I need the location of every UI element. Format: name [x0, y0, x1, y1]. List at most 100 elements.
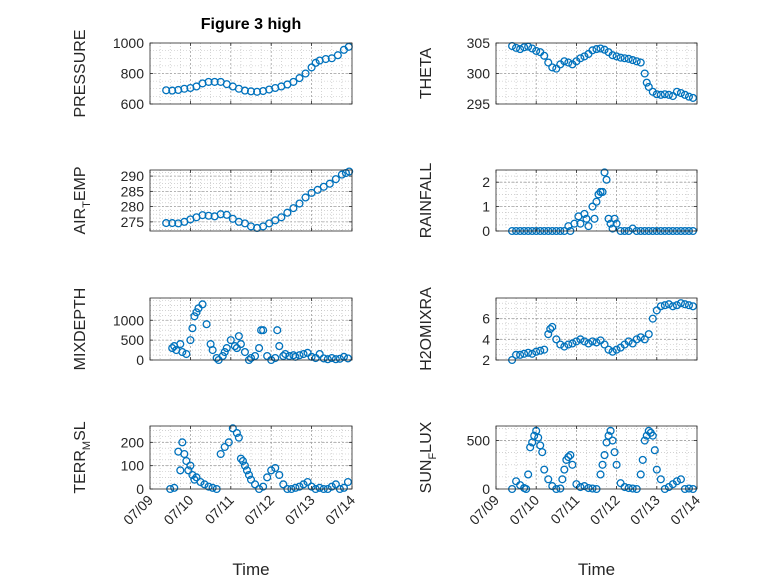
data-point: [186, 336, 195, 345]
data-point: [524, 348, 533, 357]
data-point: [676, 299, 685, 308]
axes-box: [495, 297, 698, 361]
data-point: [648, 87, 657, 96]
data-point: [672, 87, 681, 96]
data-point: [568, 460, 577, 469]
data-point: [668, 302, 677, 311]
data-point: [664, 300, 673, 309]
data-point: [644, 330, 653, 339]
data-point: [688, 302, 698, 311]
data-point: [576, 219, 585, 228]
data-point: [182, 349, 191, 359]
data-point: [546, 324, 555, 334]
data-point: [178, 348, 187, 357]
data-point: [628, 339, 637, 348]
data-point: [208, 483, 217, 492]
data-point: [162, 219, 171, 228]
data-point: [240, 86, 249, 95]
data-point: [532, 46, 541, 55]
data-point: [168, 344, 177, 353]
data-point: [612, 219, 621, 228]
data-point: [576, 54, 585, 63]
y-tick-label: 2: [482, 352, 490, 368]
data-point: [594, 190, 603, 199]
data-point: [652, 465, 661, 474]
data-point: [275, 342, 284, 351]
data-point: [295, 199, 304, 208]
data-point: [544, 475, 553, 484]
x-axis-label: Time: [578, 560, 615, 579]
data-point: [560, 57, 569, 66]
data-point: [182, 456, 191, 466]
data-point: [307, 482, 316, 491]
data-point: [588, 337, 597, 346]
y-axis-label: THETA: [418, 48, 435, 100]
data-point: [331, 355, 340, 364]
data-point: [232, 428, 241, 438]
data-point: [307, 63, 316, 72]
data-point: [584, 483, 593, 493]
data-point: [325, 179, 334, 188]
data-point: [534, 433, 543, 442]
data-point: [588, 46, 597, 55]
data-point: [604, 431, 613, 440]
data-point: [226, 336, 235, 345]
data-point: [560, 342, 569, 351]
data-point: [188, 324, 197, 333]
data-point: [606, 219, 615, 228]
data-point: [335, 354, 344, 363]
data-point: [642, 78, 651, 87]
data-point: [224, 438, 233, 447]
y-tick-label: 280: [121, 199, 145, 215]
y-axis-label: TERRMSL: [72, 421, 93, 493]
data-point: [303, 477, 312, 487]
data-point: [299, 480, 308, 489]
data-point: [672, 477, 681, 486]
data-point: [319, 354, 328, 363]
data-point: [652, 90, 661, 99]
data-point: [255, 344, 264, 353]
data-point: [516, 45, 525, 54]
data-point: [540, 51, 549, 60]
data-point: [222, 210, 231, 219]
data-point: [570, 219, 579, 228]
data-point: [640, 436, 649, 445]
y-tick-label: 500: [467, 433, 491, 449]
data-point: [520, 349, 529, 358]
data-point: [672, 301, 681, 310]
data-point: [279, 480, 288, 489]
data-point: [331, 175, 340, 184]
data-point: [291, 483, 300, 492]
data-series: [162, 167, 354, 233]
data-point: [216, 449, 225, 459]
y-tick-label: 4: [482, 331, 490, 347]
data-point: [582, 214, 591, 223]
data-point: [331, 480, 340, 489]
y-tick-label: 1000: [113, 35, 144, 51]
data-point: [301, 193, 310, 202]
subplot-terr-msl: 07/09 07/10 07/11 07/12 07/13 07/140100200TER…: [72, 421, 358, 579]
data-point: [620, 54, 629, 63]
data-point: [640, 335, 649, 344]
data-point: [596, 44, 605, 53]
y-tick-label: 275: [121, 214, 145, 230]
y-tick-label: 100: [121, 458, 145, 474]
data-point: [636, 333, 645, 342]
data-point: [204, 482, 213, 491]
data-point: [608, 436, 617, 445]
data-point: [580, 482, 589, 491]
data-series: [508, 41, 698, 102]
data-point: [590, 214, 599, 223]
data-point: [580, 337, 589, 346]
data-point: [584, 339, 593, 348]
data-point: [544, 58, 553, 67]
data-point: [512, 43, 521, 52]
y-axis-label: MIXDEPTH: [72, 288, 89, 371]
data-point: [198, 211, 207, 220]
data-point: [524, 470, 533, 479]
data-point: [259, 326, 268, 335]
data-point: [602, 175, 611, 184]
axes-box: [149, 297, 353, 361]
